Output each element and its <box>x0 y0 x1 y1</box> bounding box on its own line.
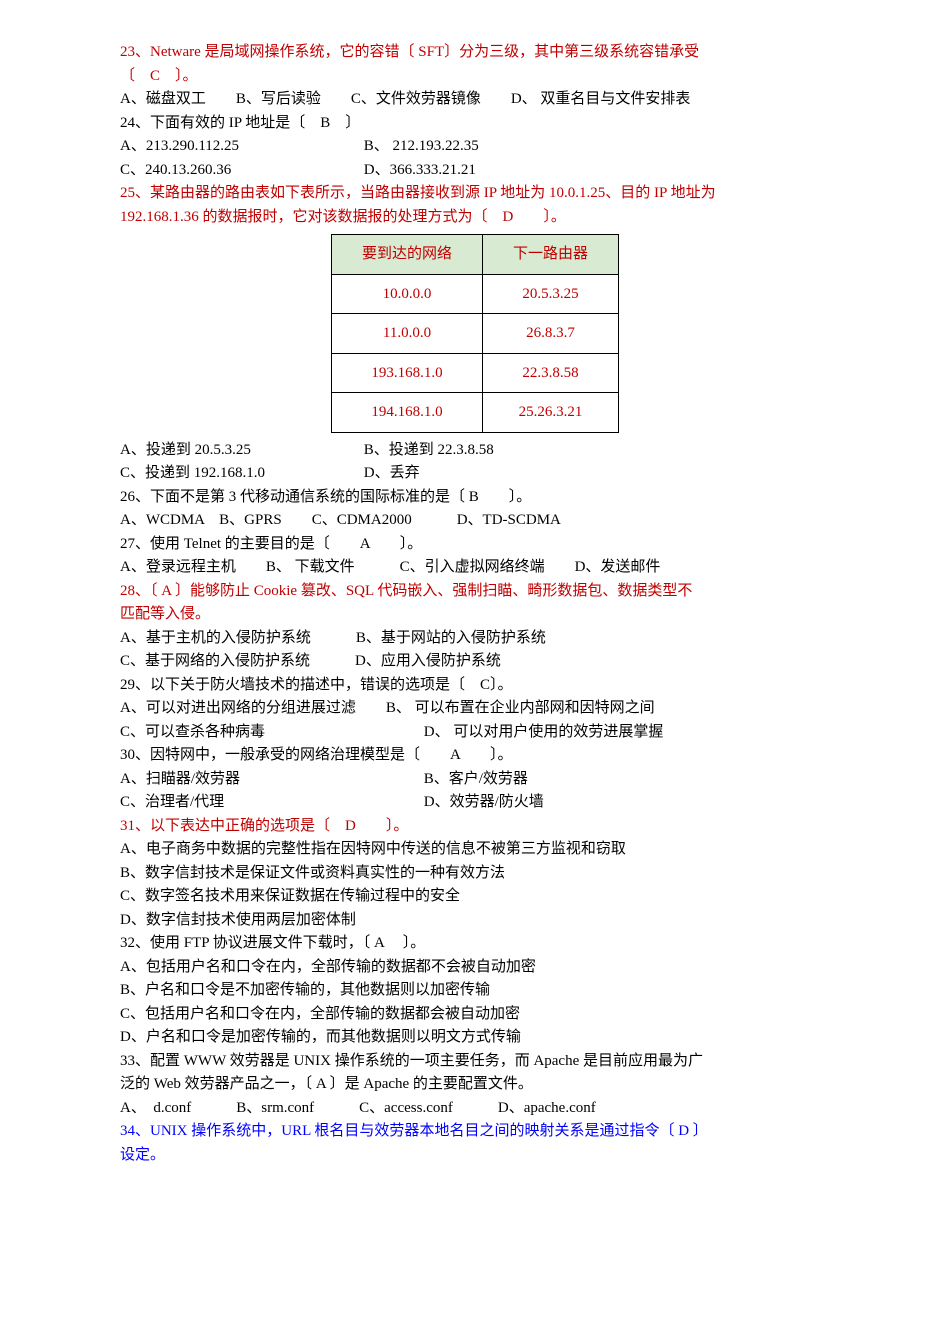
q30-d: D、效劳器/防火墙 <box>424 791 544 814</box>
q28-row2: C、基于网络的入侵防护系统 D、应用入侵防护系统 <box>120 650 830 673</box>
th-network: 要到达的网络 <box>331 235 482 275</box>
q25-line-b: 192.168.1.36 的数据报时，它对该数据报的处理方式为〔 D 〕。 <box>120 206 830 229</box>
q25-a: A、投递到 20.5.3.25 <box>120 439 360 462</box>
q28-row1: A、基于主机的入侵防护系统 B、基于网站的入侵防护系统 <box>120 627 830 650</box>
cell: 10.0.0.0 <box>331 274 482 314</box>
table-row: 193.168.1.0 22.3.8.58 <box>331 353 618 393</box>
cell: 194.168.1.0 <box>331 393 482 433</box>
cell: 11.0.0.0 <box>331 314 482 354</box>
q32-d: D、户名和口令是加密传输的，而其他数据则以明文方式传输 <box>120 1026 830 1049</box>
q29-row2: C、可以查杀各种病毒 D、 可以对用户使用的效劳进展掌握 <box>120 721 830 744</box>
q24-text: 24、下面有效的 IP 地址是〔 B 〕 <box>120 112 830 135</box>
q23-line-b: 〔 C 〕。 <box>120 65 830 88</box>
q23-opts: A、磁盘双工 B、写后读验 C、文件效劳器镜像 D、 双重名目与文件安排表 <box>120 88 830 111</box>
q25-d: D、丢弃 <box>364 462 420 485</box>
q31-b: B、数字信封技术是保证文件或资料真实性的一种有效方法 <box>120 862 830 885</box>
q24-row2: C、240.13.260.36 D、366.333.21.21 <box>120 159 830 182</box>
cell: 26.8.3.7 <box>483 314 619 354</box>
q29-d: D、 可以对用户使用的效劳进展掌握 <box>424 721 664 744</box>
q24-d: D、366.333.21.21 <box>364 159 476 182</box>
cell: 22.3.8.58 <box>483 353 619 393</box>
q31-text: 31、以下表达中正确的选项是〔 D 〕。 <box>120 815 830 838</box>
q26-text: 26、下面不是第 3 代移动通信系统的国际标准的是〔 B 〕。 <box>120 486 830 509</box>
q29-c: C、可以查杀各种病毒 <box>120 721 420 744</box>
table-row: 10.0.0.0 20.5.3.25 <box>331 274 618 314</box>
q33-line-a: 33、配置 WWW 效劳器是 UNIX 操作系统的一项主要任务，而 Apache… <box>120 1050 830 1073</box>
cell: 20.5.3.25 <box>483 274 619 314</box>
q25-line-a: 25、某路由器的路由表如下表所示，当路由器接收到源 IP 地址为 10.0.1.… <box>120 182 830 205</box>
q31-d: D、数字信封技术使用两层加密体制 <box>120 909 830 932</box>
q29-row1: A、可以对进出网络的分组进展过滤 B、 可以布置在企业内部网和因特网之间 <box>120 697 830 720</box>
q34-line-a: 34、UNIX 操作系统中，URL 根名目与效劳器本地名目之间的映射关系是通过指… <box>120 1120 830 1143</box>
q29-text: 29、以下关于防火墙技术的描述中，错误的选项是〔 C〕。 <box>120 674 830 697</box>
table-header: 要到达的网络 下一路由器 <box>331 235 618 275</box>
table-row: 11.0.0.0 26.8.3.7 <box>331 314 618 354</box>
cell: 25.26.3.21 <box>483 393 619 433</box>
q25-b: B、投递到 22.3.8.58 <box>364 439 494 462</box>
q30-row2: C、治理者/代理 D、效劳器/防火墙 <box>120 791 830 814</box>
q25-row1: A、投递到 20.5.3.25 B、投递到 22.3.8.58 <box>120 439 830 462</box>
q24-b: B、 212.193.22.35 <box>364 135 479 158</box>
table-row: 194.168.1.0 25.26.3.21 <box>331 393 618 433</box>
routing-table: 要到达的网络 下一路由器 10.0.0.0 20.5.3.25 11.0.0.0… <box>331 234 619 433</box>
q27-text: 27、使用 Telnet 的主要目的是〔 A 〕。 <box>120 533 830 556</box>
q28-line-a: 28、〔 A 〕能够防止 Cookie 篡改、SQL 代码嵌入、强制扫瞄、畸形数… <box>120 580 830 603</box>
q31-c: C、数字签名技术用来保证数据在传输过程中的安全 <box>120 885 830 908</box>
q24-c: C、240.13.260.36 <box>120 159 360 182</box>
q25-row2: C、投递到 192.168.1.0 D、丢弃 <box>120 462 830 485</box>
q32-text: 32、使用 FTP 协议进展文件下载时，〔 A 〕。 <box>120 932 830 955</box>
q24-a: A、213.290.112.25 <box>120 135 360 158</box>
q33-line-b: 泛的 Web 效劳器产品之一，〔 A 〕是 Apache 的主要配置文件。 <box>120 1073 830 1096</box>
q24-row1: A、213.290.112.25 B、 212.193.22.35 <box>120 135 830 158</box>
q32-b: B、户名和口令是不加密传输的，其他数据则以加密传输 <box>120 979 830 1002</box>
q27-opts: A、登录远程主机 B、 下载文件 C、引入虚拟网络终端 D、发送邮件 <box>120 556 830 579</box>
q31-a: A、电子商务中数据的完整性指在因特网中传送的信息不被第三方监视和窃取 <box>120 838 830 861</box>
q23-line-a: 23、Netware 是局域网操作系统，它的容错〔 SFT〕分为三级，其中第三级… <box>120 41 830 64</box>
q28-line-b: 匹配等入侵。 <box>120 603 830 626</box>
q30-c: C、治理者/代理 <box>120 791 420 814</box>
q32-c: C、包括用户名和口令在内，全部传输的数据都会被自动加密 <box>120 1003 830 1026</box>
q30-row1: A、扫瞄器/效劳器 B、客户/效劳器 <box>120 768 830 791</box>
q32-a: A、包括用户名和口令在内，全部传输的数据都不会被自动加密 <box>120 956 830 979</box>
q25-c: C、投递到 192.168.1.0 <box>120 462 360 485</box>
q30-text: 30、因特网中，一般承受的网络治理模型是〔 A 〕。 <box>120 744 830 767</box>
th-router: 下一路由器 <box>483 235 619 275</box>
q30-a: A、扫瞄器/效劳器 <box>120 768 420 791</box>
cell: 193.168.1.0 <box>331 353 482 393</box>
q26-opts: A、WCDMA B、GPRS C、CDMA2000 D、TD-SCDMA <box>120 509 830 532</box>
q33-opts: A、 d.conf B、srm.conf C、access.conf D、apa… <box>120 1097 830 1120</box>
q30-b: B、客户/效劳器 <box>424 768 528 791</box>
q34-line-b: 设定。 <box>120 1144 830 1167</box>
